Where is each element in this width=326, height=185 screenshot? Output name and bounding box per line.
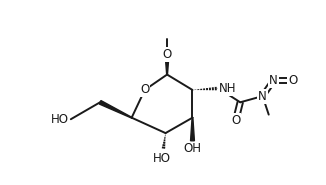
Polygon shape — [99, 101, 132, 118]
Text: N: N — [258, 90, 267, 103]
Text: OH: OH — [184, 142, 201, 155]
Text: O: O — [231, 114, 240, 127]
Text: N: N — [269, 74, 278, 87]
Text: NH: NH — [219, 82, 236, 95]
Polygon shape — [165, 55, 169, 75]
Text: HO: HO — [153, 152, 171, 165]
Text: O: O — [288, 74, 297, 87]
Text: O: O — [162, 48, 172, 61]
Text: HO: HO — [51, 113, 69, 126]
Polygon shape — [191, 118, 194, 141]
Text: O: O — [140, 83, 149, 96]
